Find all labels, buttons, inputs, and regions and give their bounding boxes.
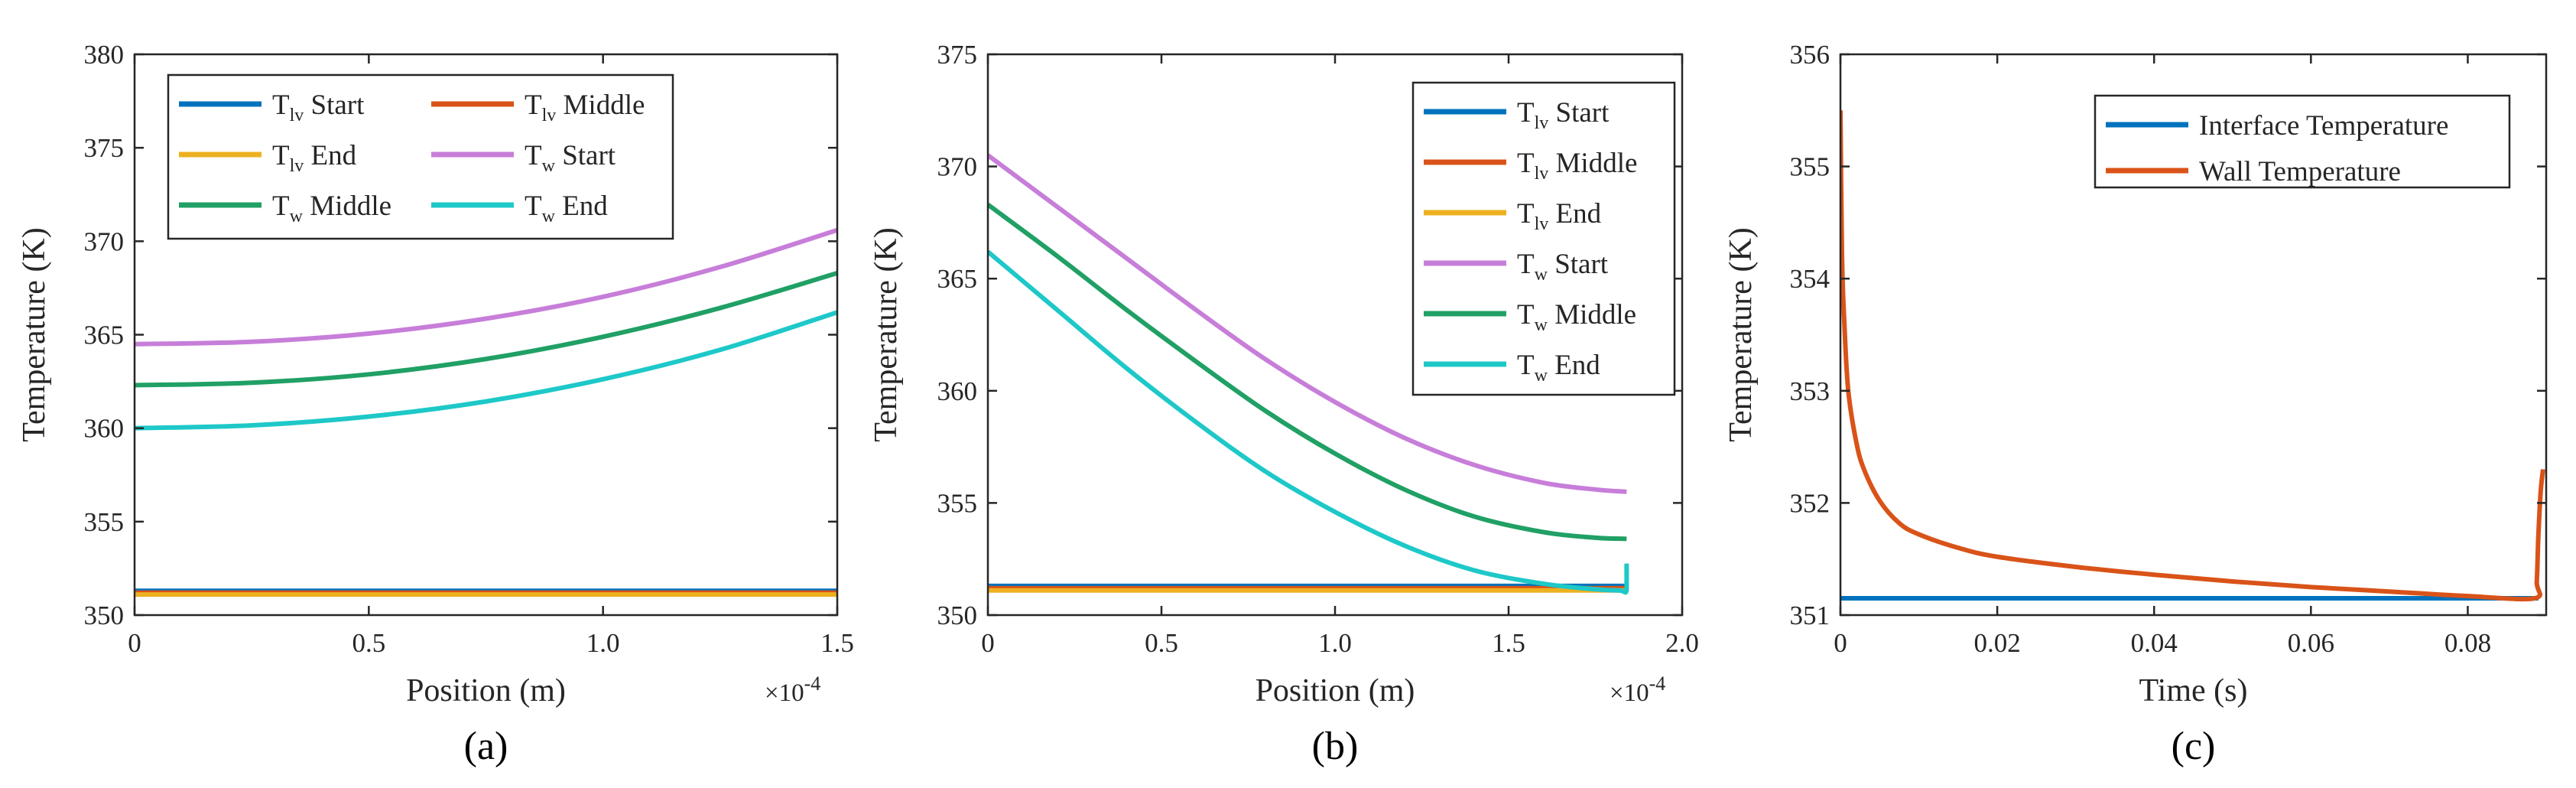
series-line-t-w-end	[135, 310, 837, 431]
y-tick-label: 380	[84, 40, 125, 70]
panel-caption: (c)	[2172, 725, 2216, 768]
y-tick-label: 355	[1790, 152, 1830, 182]
series-line-t-w-start	[135, 227, 837, 347]
x-tick-label: 1.0	[1318, 628, 1352, 658]
y-tick-label: 375	[84, 133, 125, 163]
legend-entry: Tw Middle	[1517, 299, 1636, 335]
x-tick-label: 0	[128, 628, 141, 658]
y-tick-label: 370	[937, 152, 978, 182]
legend-entry: Tlv Middle	[525, 90, 645, 125]
series-line-t-w-middle	[135, 270, 837, 388]
x-axis-label: Position (m)	[406, 673, 566, 708]
legend-entry: Tw Middle	[272, 190, 391, 226]
legend-entry: Interface Temperature	[2199, 110, 2448, 142]
series-line-t-w-end	[988, 249, 1629, 595]
y-tick-label: 353	[1790, 376, 1830, 406]
y-tick-label: 355	[937, 488, 978, 518]
x-tick-label: 1.0	[586, 628, 620, 658]
y-tick-label: 355	[84, 507, 125, 537]
legend-entry: Wall Temperature	[2199, 156, 2401, 187]
chart-c: 0 0.02 0.04 0.06 0.08 351 352 353 354 355 356 Time …	[1723, 40, 2548, 768]
x-tick-label: 0	[1834, 628, 1847, 658]
y-tick-label: 375	[937, 40, 978, 70]
series-lines	[988, 153, 1629, 595]
x-tick-label: 2.0	[1665, 628, 1699, 658]
x-tick-label: 0	[981, 628, 995, 658]
series-line-t-w-middle	[988, 203, 1627, 542]
legend: Tlv Start Tlv Middle Tlv End Tw Start Tw Mid…	[167, 73, 674, 240]
x-axis-label: Time (s)	[2139, 673, 2248, 708]
y-tick-label: 350	[84, 601, 125, 630]
legend-entry: Tw End	[525, 190, 608, 226]
legend-box	[1411, 81, 1676, 396]
y-tick-label: 356	[1790, 40, 1830, 70]
x-axis-multiplier: ×10-4	[1610, 672, 1665, 707]
y-tick-label: 370	[84, 226, 125, 256]
legend-entry: Tlv End	[272, 140, 357, 176]
y-tick-label: 365	[84, 321, 125, 350]
legend-entry: Tlv Start	[272, 90, 365, 125]
chart-a: 0 0.5 1.0 1.5 350 355 360 365 370 375 380 Position …	[17, 40, 854, 768]
x-tick-label: 0.02	[1973, 628, 2020, 658]
legend-entry: Tlv Middle	[1517, 148, 1637, 184]
legend-entry: Tw Start	[1517, 249, 1609, 285]
x-tick-label: 0.04	[2131, 628, 2178, 658]
panel-caption: (a)	[464, 725, 508, 768]
x-tick-label: 0.08	[2444, 628, 2491, 658]
chart-b: 0 0.5 1.0 1.5 2.0 350 355 360 365 370 375 Position …	[869, 40, 1699, 768]
x-tick-label: 1.5	[820, 628, 854, 658]
axes-frame	[1839, 53, 2548, 617]
legend-entry: Tw Start	[525, 140, 616, 176]
x-tick-label: 1.5	[1492, 628, 1525, 658]
legend: Interface Temperature Wall Temperature	[2094, 94, 2511, 189]
x-tick-label: 0.5	[352, 628, 385, 658]
legend: Tlv Start Tlv Middle Tlv End Tw Start Tw Mid…	[1411, 81, 1676, 396]
y-tick-label: 350	[937, 601, 978, 630]
y-tick-label: 365	[937, 264, 978, 294]
y-axis-label: Temperature (K)	[1723, 227, 1759, 441]
panel-caption: (b)	[1312, 725, 1359, 768]
y-tick-label: 351	[1790, 601, 1830, 630]
y-tick-label: 360	[937, 376, 978, 406]
series-line-t-w-start	[988, 153, 1627, 494]
y-tick-label: 360	[84, 414, 125, 444]
y-tick-label: 352	[1790, 488, 1830, 518]
y-axis-label: Temperature (K)	[869, 227, 904, 441]
legend-entry: Tlv Start	[1517, 97, 1610, 133]
x-axis-multiplier: ×10-4	[765, 672, 820, 707]
x-tick-label: 0.5	[1145, 628, 1178, 658]
series-lines	[135, 227, 837, 598]
x-axis-label: Position (m)	[1256, 673, 1415, 708]
y-axis-label: Temperature (K)	[17, 227, 52, 441]
y-tick-label: 354	[1790, 264, 1830, 294]
x-tick-label: 0.06	[2288, 628, 2334, 658]
legend-entry: Tw End	[1517, 350, 1600, 386]
legend-entry: Tlv End	[1517, 198, 1602, 234]
